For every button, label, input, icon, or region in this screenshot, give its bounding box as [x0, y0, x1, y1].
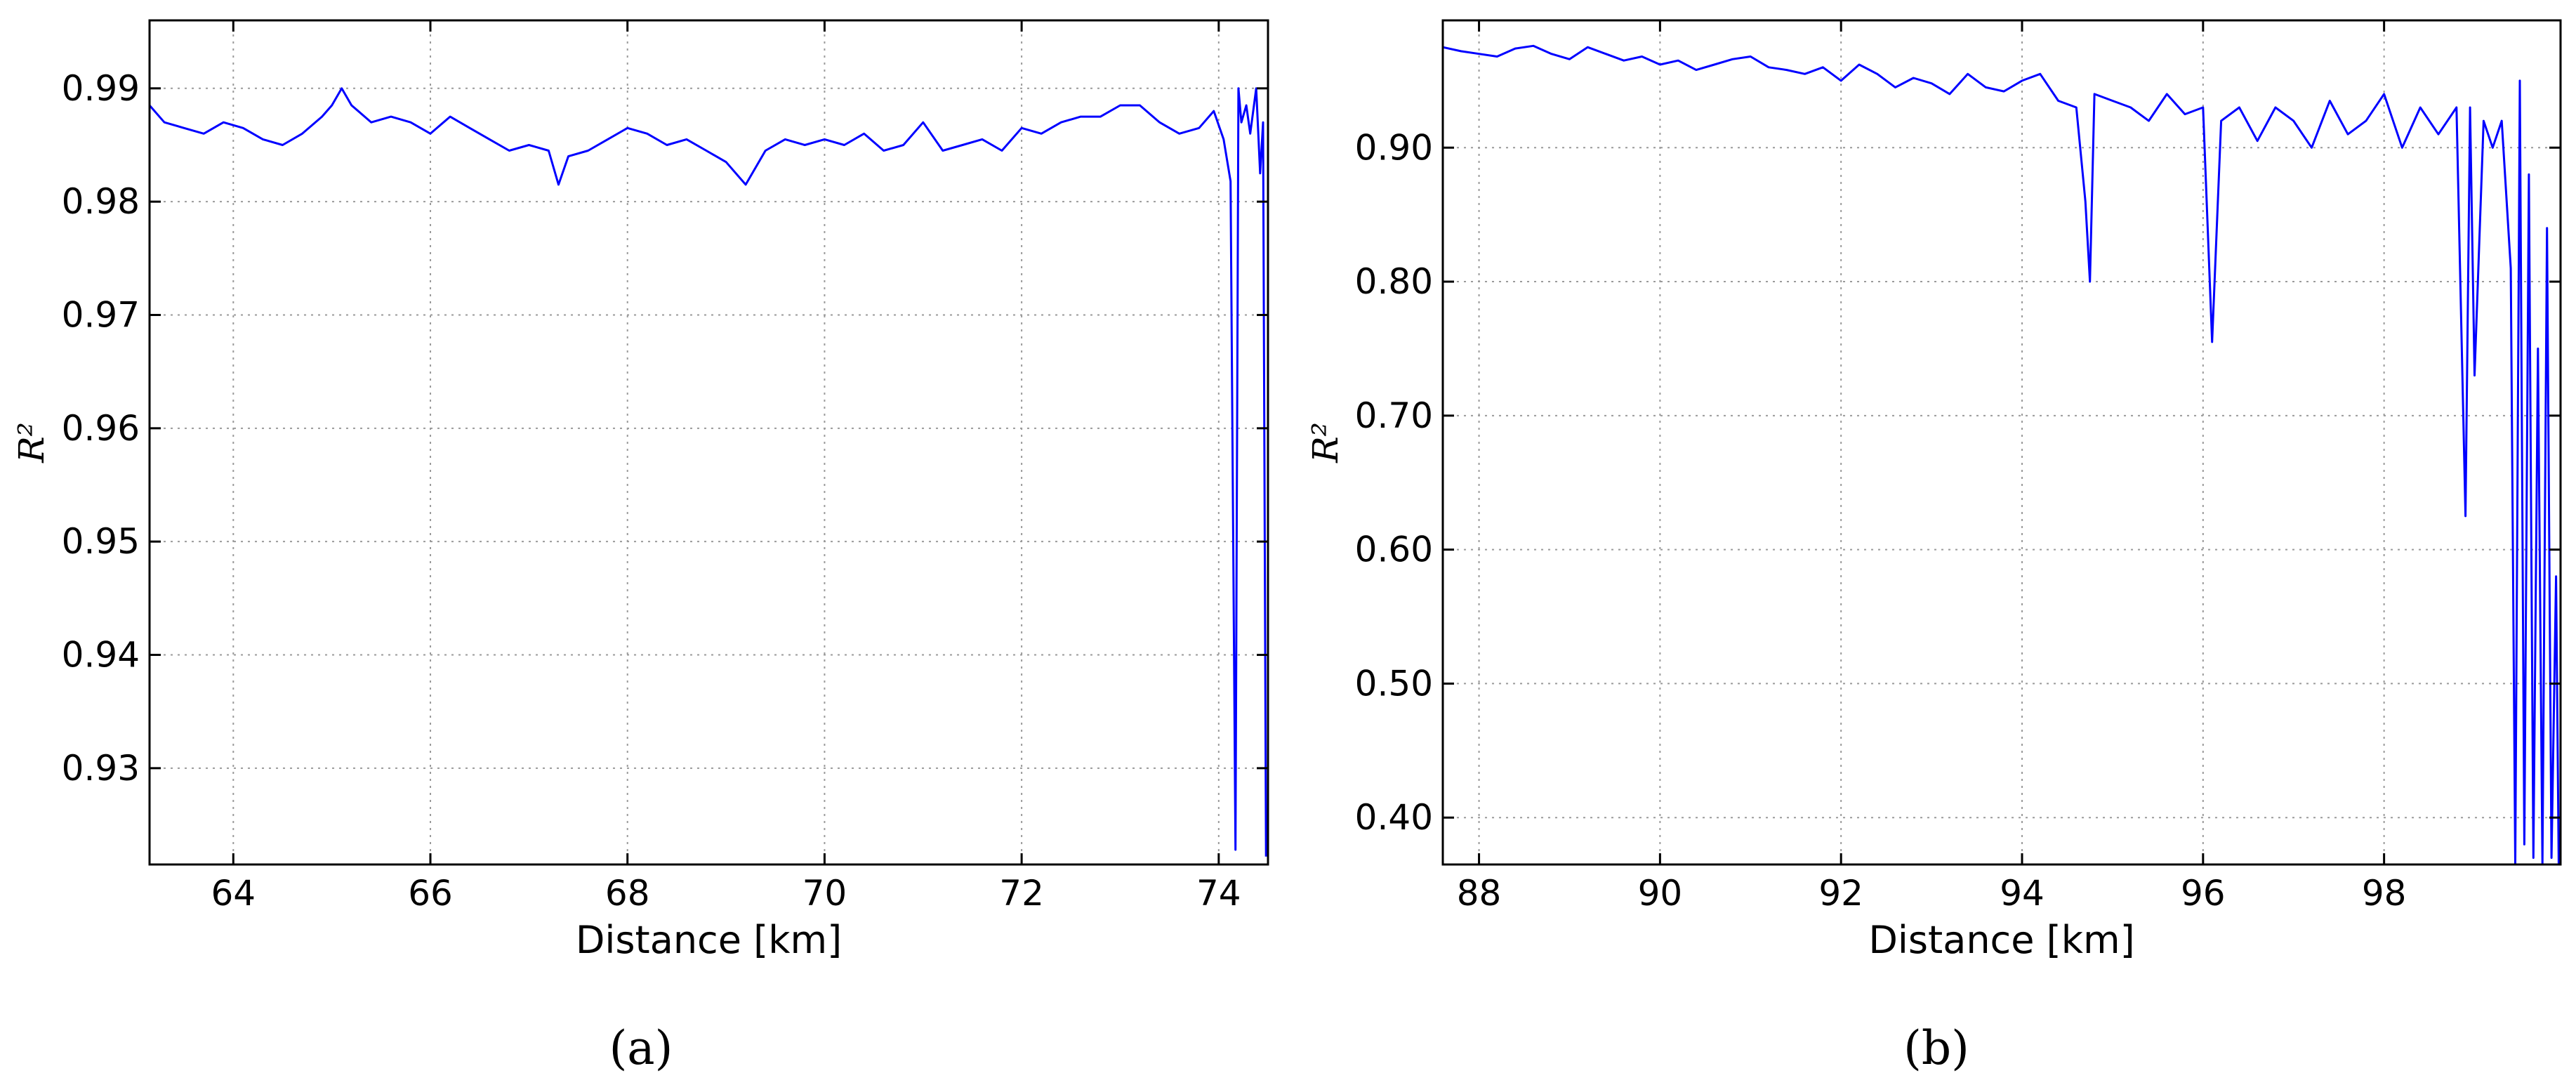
x-tick-label: 68 [605, 873, 650, 914]
y-tick-label: 0.60 [1355, 530, 1433, 570]
x-tick-label: 66 [408, 873, 453, 914]
panel-label: (a) [609, 1021, 673, 1075]
x-tick-label: 74 [1196, 873, 1241, 914]
y-tick-label: 0.94 [62, 635, 140, 676]
y-tick-label: 0.90 [1355, 127, 1433, 168]
y-axis-label: R² [11, 422, 52, 463]
axes-frame [148, 19, 1269, 866]
panel-a: 64 66 68 70 72 74 0.93 0.94 0.95 0.96 0.97 0.98 0.99… [11, 19, 1269, 1075]
x-tick-label: 88 [1457, 873, 1502, 914]
y-tick-label: 0.50 [1355, 663, 1433, 704]
x-axis-label: Distance [km] [576, 918, 842, 962]
y-tick-label: 0.96 [62, 408, 140, 449]
y-tick-label: 0.40 [1355, 797, 1433, 838]
x-axis-label: Distance [km] [1868, 918, 2134, 962]
x-tick-label: 94 [2000, 873, 2045, 914]
x-tick-label: 72 [999, 873, 1044, 914]
axes-frame [1441, 19, 2562, 866]
y-tick-label: 0.93 [62, 748, 140, 789]
panel-b: 88 90 92 94 96 98 0.40 0.50 0.60 0.70 0.80 0.90 Dist… [1305, 19, 2562, 1075]
y-tick-label: 0.70 [1355, 395, 1433, 436]
panel-label: (b) [1903, 1021, 1969, 1075]
x-tick-label: 96 [2181, 873, 2226, 914]
x-tick-label: 98 [2362, 873, 2407, 914]
x-tick-label: 70 [802, 873, 847, 914]
y-tick-label: 0.80 [1355, 261, 1433, 302]
y-axis-label: R² [1305, 422, 1346, 463]
y-tick-label: 0.99 [62, 68, 140, 109]
x-tick-label: 92 [1818, 873, 1863, 914]
series-line [1443, 44, 2560, 864]
y-tick-label: 0.95 [62, 521, 140, 562]
y-tick-label: 0.98 [62, 181, 140, 222]
series-line [150, 87, 1267, 857]
x-tick-label: 90 [1638, 873, 1683, 914]
x-tick-label: 64 [211, 873, 256, 914]
y-tick-label: 0.97 [62, 294, 140, 335]
